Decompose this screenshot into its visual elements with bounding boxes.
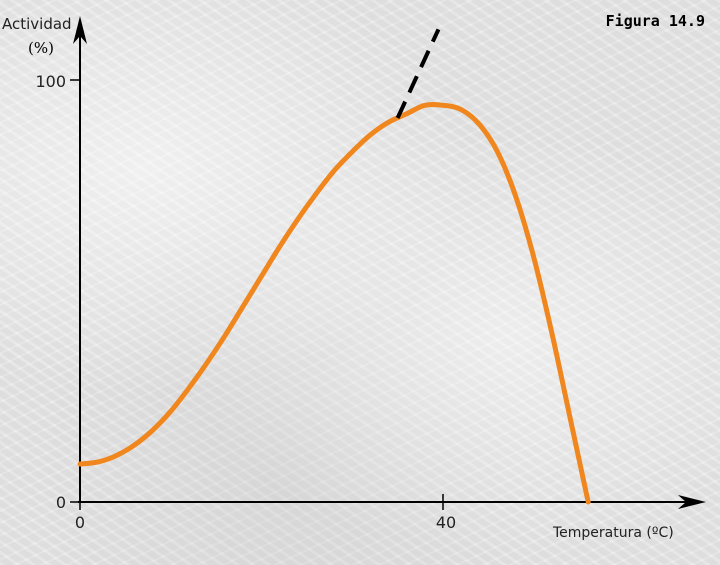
y-axis-label: Actividad (2, 15, 72, 33)
x-axis-arrow (678, 495, 706, 509)
x-tick-label-40: 40 (436, 513, 456, 532)
x-axis-label: Temperatura (ºC) (552, 525, 674, 541)
series-extrapolation-line (395, 28, 441, 119)
y-axis-arrow (73, 16, 87, 44)
figure-label: Figura 14.9 (606, 12, 705, 30)
series-activity-curve (77, 102, 591, 505)
y-tick-label-0: 0 (56, 493, 66, 512)
x-tick-label-0: 0 (75, 513, 85, 532)
y-tick-label-100: 100 (35, 72, 66, 91)
y-axis-unit: (%) (28, 39, 54, 57)
